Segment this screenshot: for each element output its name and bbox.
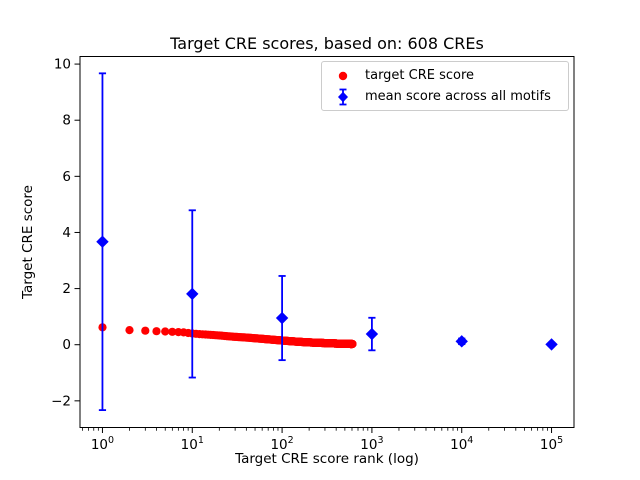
plot-frame xyxy=(79,56,575,428)
mean-score-diamond xyxy=(275,311,289,325)
y-tick-label: 6 xyxy=(62,169,71,185)
target-score-point xyxy=(125,326,134,335)
x-axis: 100 101 102 103 104 105 xyxy=(82,427,563,453)
series-mean-score xyxy=(96,72,558,412)
target-score-point xyxy=(141,326,150,335)
mean-score-diamond xyxy=(545,338,558,351)
mean-score-diamond xyxy=(365,327,379,341)
x-tick-label: 100 xyxy=(91,435,114,453)
legend: target CRE score mean score across all m… xyxy=(321,61,569,111)
target-score-point xyxy=(152,327,161,336)
y-tick-label: 0 xyxy=(62,337,71,353)
target-score-point xyxy=(168,327,177,336)
x-tick-label: 104 xyxy=(450,435,473,453)
x-tick-label: 105 xyxy=(540,435,563,453)
circle-marker-icon xyxy=(338,71,348,80)
mean-score-diamond xyxy=(96,235,109,248)
y-tick-label: 4 xyxy=(62,225,71,241)
y-axis-label: Target CRE score xyxy=(20,185,36,299)
target-score-point xyxy=(161,327,170,336)
x-tick-label: 102 xyxy=(270,435,293,453)
y-tick-label: −2 xyxy=(51,393,71,409)
legend-circle xyxy=(338,71,348,80)
mean-score-diamond xyxy=(186,287,199,301)
y-tick-label: 10 xyxy=(54,57,71,73)
x-axis-label: Target CRE score rank (log) xyxy=(235,451,419,467)
x-tick-label: 103 xyxy=(360,435,383,453)
legend-diamond xyxy=(338,91,348,102)
legend-item-mean-score: mean score across all motifs xyxy=(330,86,562,107)
mean-score-diamond xyxy=(455,335,468,348)
diamond-errorbar-marker-icon xyxy=(338,88,348,105)
legend-label: target CRE score xyxy=(365,68,475,83)
series-target-cre-score xyxy=(98,323,357,349)
y-axis: −2 0 2 4 6 8 10 xyxy=(51,57,80,409)
y-tick-label: 2 xyxy=(62,281,71,297)
x-tick-label: 101 xyxy=(181,435,204,453)
legend-item-target-cre-score: target CRE score xyxy=(330,65,562,86)
chart-title: Target CRE scores, based on: 608 CREs xyxy=(170,34,484,53)
y-tick-label: 8 xyxy=(62,113,71,129)
target-score-point xyxy=(348,339,357,349)
legend-label: mean score across all motifs xyxy=(365,89,551,104)
